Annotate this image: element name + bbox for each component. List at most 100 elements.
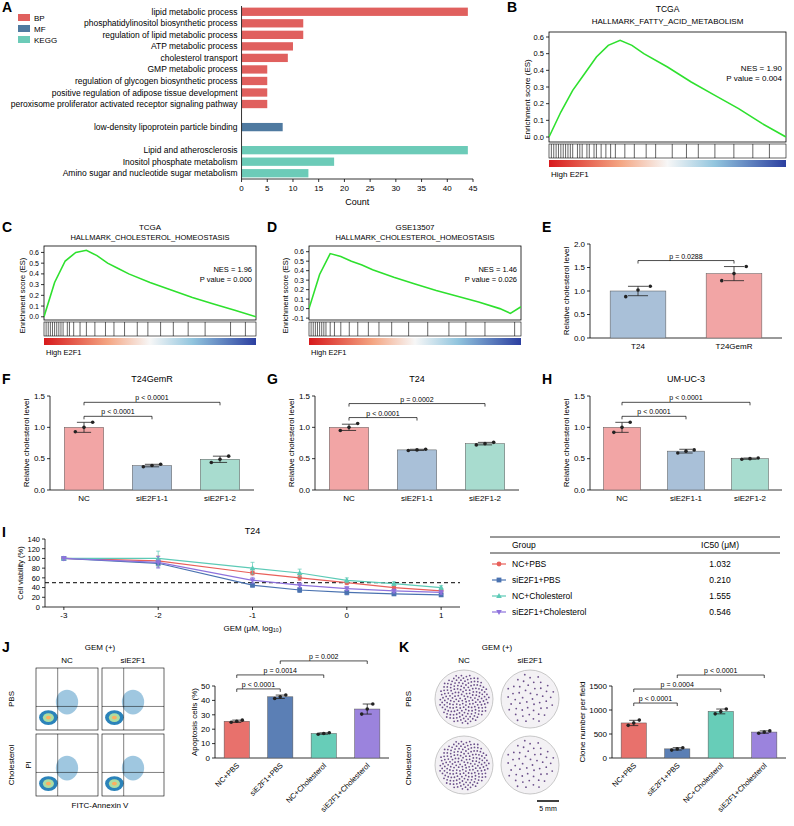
tick bbox=[318, 179, 319, 182]
colony bbox=[475, 694, 477, 696]
category-label: NC+PBS bbox=[610, 761, 638, 789]
colony bbox=[470, 681, 472, 683]
colony bbox=[474, 778, 476, 780]
point bbox=[360, 712, 364, 716]
colony bbox=[533, 703, 535, 705]
colony bbox=[443, 711, 445, 713]
colony bbox=[461, 710, 463, 712]
colony bbox=[507, 688, 509, 690]
panel-letter: I bbox=[2, 524, 6, 540]
axis-title: Enrichment score (ES) bbox=[18, 257, 27, 333]
hit-strip bbox=[309, 322, 521, 336]
tick-label: 20 bbox=[32, 593, 40, 602]
colony bbox=[462, 683, 464, 685]
colony bbox=[474, 712, 476, 714]
colony bbox=[461, 760, 463, 762]
column-label: NC bbox=[61, 656, 73, 665]
category-label: NC+PBS bbox=[213, 761, 241, 789]
colony bbox=[471, 707, 473, 709]
colony bbox=[476, 750, 478, 752]
colony bbox=[513, 752, 515, 754]
tick bbox=[42, 607, 45, 608]
hit bbox=[579, 144, 580, 158]
panel-letter: K bbox=[399, 639, 409, 655]
axis-line bbox=[241, 6, 242, 179]
plot-area bbox=[44, 250, 256, 316]
colony bbox=[463, 743, 465, 745]
error-bar bbox=[724, 267, 744, 281]
colony bbox=[449, 703, 451, 705]
gate bbox=[102, 772, 164, 773]
series-line bbox=[64, 558, 441, 587]
tick bbox=[41, 263, 44, 264]
hit bbox=[551, 144, 552, 158]
colony bbox=[456, 717, 458, 719]
point bbox=[150, 464, 154, 468]
colony bbox=[533, 681, 535, 683]
colony bbox=[468, 748, 470, 750]
tick-label: 0.5 bbox=[29, 260, 39, 267]
colony bbox=[453, 744, 455, 746]
point bbox=[620, 426, 624, 430]
colony bbox=[544, 780, 546, 782]
point bbox=[675, 747, 679, 751]
error-bar bbox=[232, 720, 241, 722]
plot-area bbox=[603, 421, 768, 490]
point bbox=[235, 719, 239, 723]
colony bbox=[453, 714, 455, 716]
colony bbox=[457, 720, 459, 722]
tick-label: 0.1 bbox=[29, 303, 39, 310]
colony bbox=[481, 689, 483, 691]
colony bbox=[522, 697, 524, 699]
colony bbox=[472, 699, 474, 701]
colony bbox=[462, 749, 464, 751]
panel-d: GSE13507HALLMARK_CHOLESTEROL_HOMEOSTASIS… bbox=[267, 219, 521, 357]
tick-label: 1.0 bbox=[34, 423, 46, 432]
tick bbox=[47, 490, 50, 491]
colony bbox=[460, 745, 462, 747]
colony bbox=[442, 707, 444, 709]
hit bbox=[315, 322, 316, 336]
panel-c: TCGAHALLMARK_CHOLESTEROL_HOMEOSTASIS0.00… bbox=[2, 219, 256, 357]
colony bbox=[462, 788, 464, 790]
colony bbox=[455, 698, 457, 700]
tick-label: 1.0 bbox=[299, 423, 311, 432]
tick-label: 0.0 bbox=[29, 313, 39, 320]
colony bbox=[481, 780, 483, 782]
legend-label: KEGG bbox=[34, 36, 57, 45]
point bbox=[624, 295, 628, 299]
colony bbox=[546, 690, 548, 692]
colony bbox=[477, 681, 479, 683]
colony bbox=[452, 763, 454, 765]
colony bbox=[521, 709, 523, 711]
colony bbox=[477, 678, 479, 680]
point bbox=[82, 426, 86, 430]
flow-density bbox=[105, 710, 124, 725]
marker bbox=[297, 588, 302, 593]
point bbox=[628, 421, 632, 425]
colony bbox=[444, 759, 446, 761]
colony bbox=[481, 714, 483, 716]
gate bbox=[123, 734, 124, 796]
colony bbox=[454, 776, 456, 778]
bar bbox=[64, 427, 103, 490]
colony bbox=[528, 780, 530, 782]
colony bbox=[544, 714, 546, 716]
point bbox=[415, 448, 419, 452]
row-label: PBS bbox=[404, 691, 413, 707]
colony bbox=[457, 775, 459, 777]
hit bbox=[349, 322, 350, 336]
hit bbox=[313, 322, 314, 336]
tick-label: 80 bbox=[32, 564, 40, 573]
colony bbox=[474, 697, 476, 699]
colony bbox=[447, 755, 449, 757]
axis-title: FITC-Annexin V bbox=[72, 801, 130, 810]
axis-title: Apoptosis cells (%) bbox=[190, 688, 199, 756]
tick-label: 120 bbox=[27, 545, 40, 554]
colony bbox=[519, 752, 521, 754]
colony bbox=[441, 694, 443, 696]
tick-label: 0.3 bbox=[534, 83, 544, 92]
point bbox=[241, 718, 245, 722]
tick bbox=[312, 458, 315, 459]
colony bbox=[510, 769, 512, 771]
